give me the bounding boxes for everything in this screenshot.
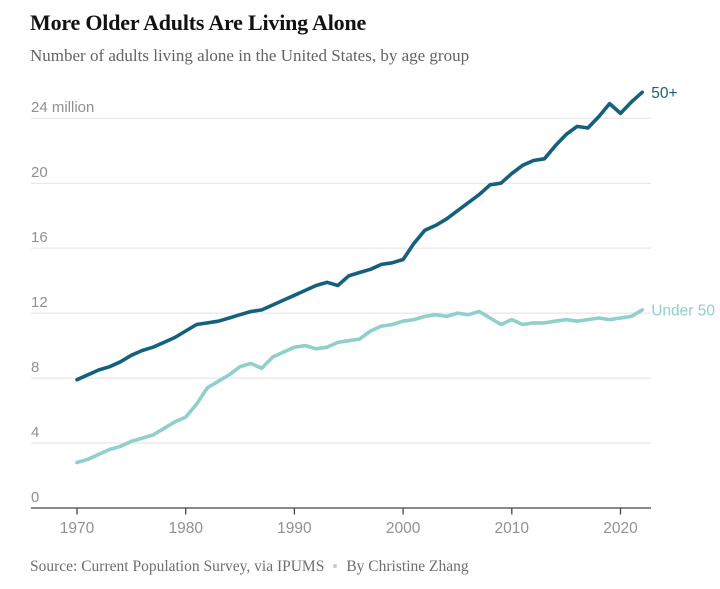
x-axis-label: 1990 xyxy=(277,520,312,537)
series-line-under50 xyxy=(75,308,645,465)
y-axis-label: 0 xyxy=(31,489,39,506)
y-axis-label: 8 xyxy=(31,359,39,376)
y-axis-label: 4 xyxy=(31,424,39,441)
series-label-50plus: 50+ xyxy=(651,85,677,102)
chart-title: More Older Adults Are Living Alone xyxy=(30,10,367,35)
y-axis-label: 16 xyxy=(31,229,48,246)
y-axis-label: 12 xyxy=(31,294,48,311)
separator-dot-icon xyxy=(333,563,338,568)
byline: By Christine Zhang xyxy=(346,558,469,575)
x-axis-label: 2000 xyxy=(386,520,421,537)
series-label-under50: Under 50 xyxy=(651,302,715,319)
y-axis-label: 20 xyxy=(31,164,48,181)
series-line-50plus xyxy=(75,90,645,382)
x-axis-label: 1980 xyxy=(168,520,203,537)
chart-footer: Source: Current Population Survey, via I… xyxy=(30,558,469,576)
y-axis-label: 24 million xyxy=(31,99,94,116)
x-axis-label: 1970 xyxy=(60,520,95,537)
source-note: Source: Current Population Survey, via I… xyxy=(30,558,325,575)
chart-subtitle: Number of adults living alone in the Uni… xyxy=(30,46,470,65)
x-axis-label: 2010 xyxy=(495,520,530,537)
x-axis-label: 2020 xyxy=(603,520,638,537)
